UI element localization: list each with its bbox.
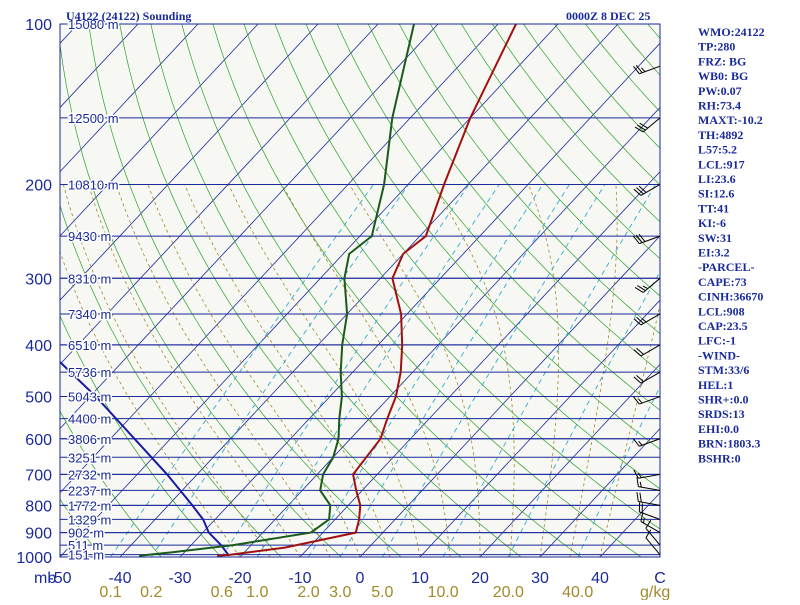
height-tick-label: 1772 m <box>68 498 111 513</box>
index-item: HEL:1 <box>698 378 733 392</box>
index-item: CINH:36670 <box>698 290 763 304</box>
index-item: RH:73.4 <box>698 99 741 113</box>
temperature-tick-label: -30 <box>168 570 191 587</box>
plot-background <box>60 24 660 557</box>
pressure-unit-label: mb <box>34 570 56 587</box>
height-tick-label: 5043 m <box>68 390 111 405</box>
index-item: TP:280 <box>698 40 735 54</box>
mixing-ratio-tick-label: 3.0 <box>329 584 351 600</box>
temperature-tick-label: 20 <box>471 570 489 587</box>
height-tick-label: 8310 m <box>68 271 111 286</box>
index-item: SI:12.6 <box>698 187 734 201</box>
mixing-ratio-tick-label: 10.0 <box>428 584 459 600</box>
height-tick-label: 9430 m <box>68 229 111 244</box>
index-item: EI:3.2 <box>698 246 730 260</box>
index-item: BRN:1803.3 <box>698 437 760 451</box>
pressure-tick-label: 200 <box>25 177 52 194</box>
index-item: CAPE:73 <box>698 275 747 289</box>
index-item: FRZ: BG <box>698 54 746 68</box>
index-item: SRDS:13 <box>698 407 745 421</box>
pressure-tick-label: 800 <box>25 498 52 515</box>
temperature-tick-label: 0 <box>356 570 365 587</box>
chart-datetime: 0000Z 8 DEC 25 <box>566 9 650 23</box>
pressure-tick-label: 300 <box>25 271 52 288</box>
index-item: EHI:0.0 <box>698 422 739 436</box>
index-item: TT:41 <box>698 201 729 215</box>
index-item: -WIND- <box>698 348 740 362</box>
mixing-ratio-tick-label: 40.0 <box>562 584 593 600</box>
pressure-tick-label: 500 <box>25 390 52 407</box>
isotherm-line <box>0 24 18 557</box>
index-item: L57:5.2 <box>698 143 737 157</box>
mixing-ratio-unit-label: g/kg <box>640 584 670 600</box>
pressure-tick-label: 900 <box>25 526 52 543</box>
index-item: SW:31 <box>698 231 732 245</box>
height-tick-label: 12500 m <box>68 111 119 126</box>
temperature-tick-label: 30 <box>531 570 549 587</box>
height-tick-label: 4400 m <box>68 412 111 427</box>
index-item: WMO:24122 <box>698 25 765 39</box>
chart-title: U4122 (24122) Sounding <box>66 9 191 23</box>
pressure-tick-label: 700 <box>25 467 52 484</box>
pressure-tick-label: 100 <box>25 17 52 34</box>
index-item: SHR+:0.0 <box>698 393 749 407</box>
mixing-ratio-tick-label: 0.1 <box>99 584 121 600</box>
pressure-tick-label: 1000 <box>16 550 52 567</box>
temperature-tick-label: 10 <box>411 570 429 587</box>
index-item: LI:23.6 <box>698 172 736 186</box>
index-item: WB0: BG <box>698 69 748 83</box>
index-item: BSHR:0 <box>698 451 741 465</box>
index-item: LFC:-1 <box>698 334 736 348</box>
index-item: CAP:23.5 <box>698 319 748 333</box>
index-item: LCL:908 <box>698 304 745 318</box>
pressure-tick-label: 400 <box>25 338 52 355</box>
index-item: KI:-6 <box>698 216 726 230</box>
index-item: TH:4892 <box>698 128 743 142</box>
mixing-ratio-tick-label: 2.0 <box>297 584 319 600</box>
height-tick-label: 151 m <box>68 548 104 563</box>
height-tick-label: 7340 m <box>68 307 111 322</box>
index-item: LCL:917 <box>698 157 745 171</box>
pressure-tick-label: 600 <box>25 432 52 449</box>
height-tick-label: 6510 m <box>68 338 111 353</box>
height-tick-label: 2237 m <box>68 483 111 498</box>
height-tick-label: 10810 m <box>68 177 119 192</box>
index-item: PW:0.07 <box>698 84 742 98</box>
mixing-ratio-tick-label: 1.0 <box>246 584 268 600</box>
index-item: -PARCEL- <box>698 260 754 274</box>
temperature-tick-label: 40 <box>591 570 609 587</box>
height-tick-label: 2732 m <box>68 467 111 482</box>
index-item: STM:33/6 <box>698 363 749 377</box>
height-tick-label: 5736 m <box>68 365 111 380</box>
index-item: MAXT:-10.2 <box>698 113 763 127</box>
mixing-ratio-tick-label: 20.0 <box>493 584 524 600</box>
height-tick-label: 3806 m <box>68 432 111 447</box>
mixing-ratio-tick-label: 0.2 <box>140 584 162 600</box>
height-tick-label: 3251 m <box>68 450 111 465</box>
mixing-ratio-tick-label: 5.0 <box>371 584 393 600</box>
mixing-ratio-tick-label: 0.6 <box>211 584 233 600</box>
